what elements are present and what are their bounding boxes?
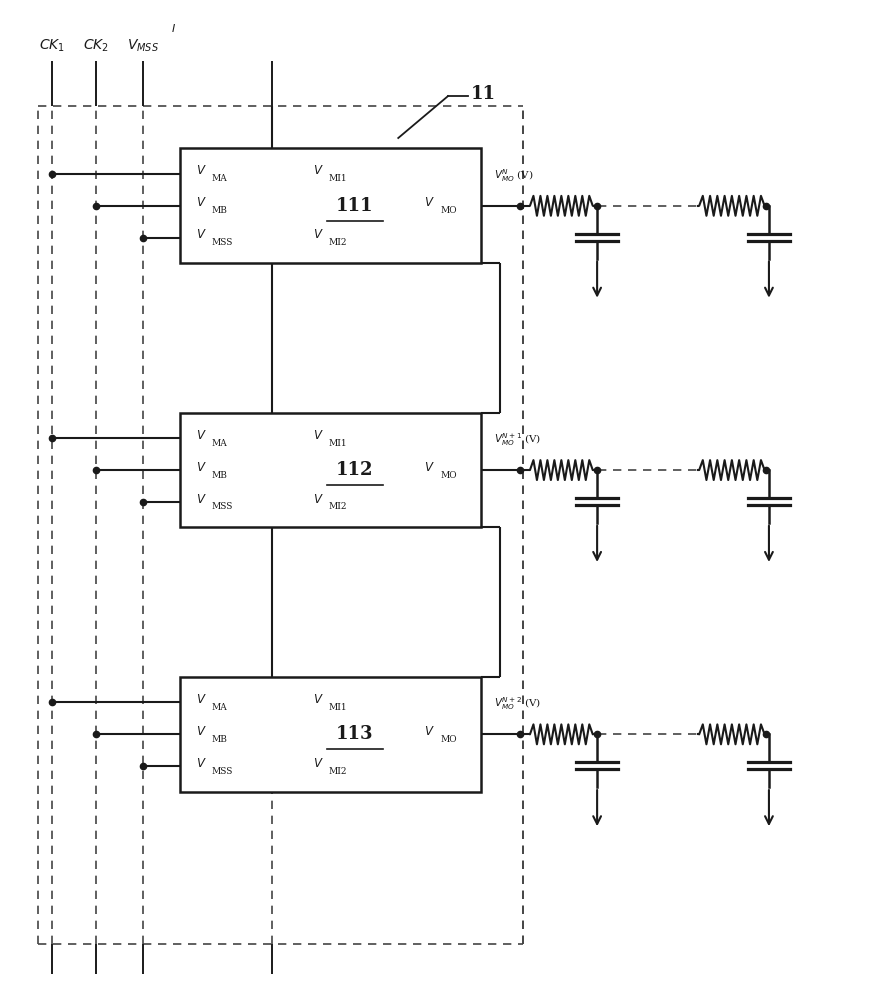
Text: MO: MO — [440, 471, 457, 480]
Text: MB: MB — [212, 735, 228, 744]
Text: 113: 113 — [336, 725, 374, 743]
Text: MI2: MI2 — [328, 502, 346, 511]
Text: MSS: MSS — [212, 767, 233, 776]
Text: MA: MA — [212, 174, 228, 183]
Text: MB: MB — [212, 471, 228, 480]
Text: $I$: $I$ — [172, 22, 177, 34]
Text: $V$: $V$ — [424, 461, 435, 474]
Text: $V$: $V$ — [312, 228, 324, 241]
Text: $V$: $V$ — [196, 429, 206, 442]
Text: $CK_1$: $CK_1$ — [39, 38, 65, 54]
Text: $V^N_{MO}$ (V): $V^N_{MO}$ (V) — [494, 167, 534, 184]
Text: $V$: $V$ — [312, 693, 324, 706]
Text: $V$: $V$ — [196, 757, 206, 770]
Text: 11: 11 — [471, 85, 495, 103]
Text: $V$: $V$ — [424, 196, 435, 209]
Text: $V$: $V$ — [196, 196, 206, 209]
Text: $V$: $V$ — [196, 228, 206, 241]
Text: MI1: MI1 — [328, 174, 346, 183]
Text: $CK_2$: $CK_2$ — [82, 38, 108, 54]
Text: $V^{N+2}_{MO}$ (V): $V^{N+2}_{MO}$ (V) — [494, 696, 542, 712]
Text: MA: MA — [212, 439, 228, 448]
Bar — [180, 413, 481, 527]
Text: MO: MO — [440, 206, 457, 215]
Text: MSS: MSS — [212, 238, 233, 247]
Text: MSS: MSS — [212, 502, 233, 511]
Bar — [180, 677, 481, 792]
Text: $V$: $V$ — [312, 757, 324, 770]
Text: MO: MO — [440, 735, 457, 744]
Bar — [180, 148, 481, 263]
Text: $V_{MSS}$: $V_{MSS}$ — [127, 38, 158, 54]
Text: MI1: MI1 — [328, 439, 346, 448]
Text: MI2: MI2 — [328, 767, 346, 776]
Text: $V$: $V$ — [196, 693, 206, 706]
Text: 112: 112 — [336, 461, 374, 479]
Text: $V$: $V$ — [196, 461, 206, 474]
Text: MB: MB — [212, 206, 228, 215]
Text: MA: MA — [212, 703, 228, 712]
Text: $V$: $V$ — [196, 164, 206, 177]
Text: $V$: $V$ — [312, 429, 324, 442]
Text: $V$: $V$ — [312, 493, 324, 506]
Text: $V^{N+1}_{MO}$ (V): $V^{N+1}_{MO}$ (V) — [494, 431, 542, 448]
Text: $V$: $V$ — [424, 725, 435, 738]
Text: 111: 111 — [336, 197, 374, 215]
Text: $V$: $V$ — [312, 164, 324, 177]
Text: MI2: MI2 — [328, 238, 346, 247]
Text: $V$: $V$ — [196, 493, 206, 506]
Text: $V$: $V$ — [196, 725, 206, 738]
Text: MI1: MI1 — [328, 703, 346, 712]
